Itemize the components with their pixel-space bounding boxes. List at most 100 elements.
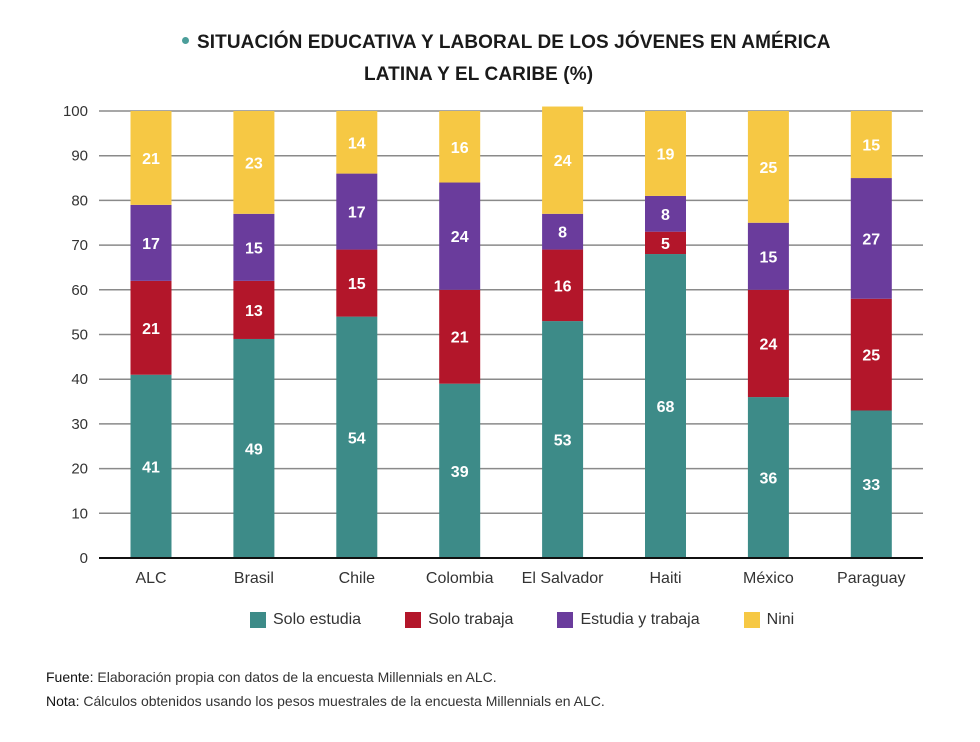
x-tick-label: Colombia	[426, 570, 494, 587]
data-label: 15	[245, 240, 263, 257]
bar-segment-solo-estudia	[542, 321, 584, 558]
legend-label: Solo estudia	[273, 611, 362, 628]
bar-segment-nini	[439, 111, 481, 183]
legend-item-nini: Nini	[743, 611, 795, 629]
legend-swatch-solo-estudia	[250, 612, 266, 628]
data-label: 24	[554, 153, 572, 170]
data-label: 27	[862, 231, 880, 248]
bar-segment-nini	[336, 111, 378, 174]
legend-swatch-nini	[743, 612, 760, 628]
data-label: 21	[142, 151, 160, 168]
y-tick-label: 80	[71, 192, 88, 209]
bar-segment-estudia-y-trabaja	[439, 182, 481, 290]
x-tick-label: Brasil	[234, 570, 274, 587]
data-label: 41	[142, 459, 160, 476]
data-label: 33	[862, 477, 880, 494]
data-label: 16	[451, 140, 469, 157]
legend-label: Nini	[766, 611, 795, 628]
bar-segment-nini	[645, 111, 686, 196]
bar-segment-estudia-y-trabaja	[747, 222, 789, 290]
data-label: 36	[760, 471, 778, 488]
y-tick-label: 50	[71, 327, 88, 344]
data-label: 23	[245, 155, 263, 172]
y-tick-label: 70	[71, 237, 88, 254]
bar-segment-solo-estudia	[233, 338, 275, 558]
y-tick-label: 10	[71, 505, 88, 522]
bar-segment-estudia-y-trabaja	[130, 204, 172, 281]
footnote-note: Nota: Cálculos obtenidos usando los peso…	[46, 693, 605, 709]
chart-title-text-1: SITUACIÓN EDUCATIVA Y LABORAL DE LOS JÓV…	[197, 32, 831, 53]
x-tick-label: Haiti	[649, 570, 681, 587]
note-text: Cálculos obtenidos usando los pesos mues…	[79, 693, 605, 709]
data-label: 54	[348, 430, 366, 447]
x-tick-label: Chile	[339, 570, 376, 587]
x-tick-label: El Salvador	[522, 570, 604, 587]
source-label: Fuente:	[46, 669, 94, 685]
bar-segment-estudia-y-trabaja	[850, 178, 892, 299]
bar-segment-solo-estudia	[747, 397, 789, 558]
bar-segment-nini	[130, 111, 172, 205]
data-label: 8	[661, 207, 670, 224]
chart-title-line-2: LATINA Y EL CARIBE (%)	[364, 64, 594, 85]
x-tick-label: México	[743, 570, 794, 587]
source-text: Elaboración propia con datos de la encue…	[93, 669, 497, 685]
bars: 41 21 17 21 49 13 15 23 54 15 17 14 39 21 24 16 53 16 8 24 6…	[130, 106, 892, 559]
data-label: 15	[862, 138, 880, 155]
bar-segment-solo-trabaja	[233, 280, 275, 339]
bar-stack: 54 15 17 14	[336, 111, 378, 558]
y-tick-label: 90	[71, 148, 88, 165]
bar-stack: 33 25 27 15	[850, 111, 892, 558]
gridlines	[99, 110, 923, 515]
y-axis-ticks: 0 10 20 30 40 50 60 70 80 90 100	[63, 103, 88, 567]
bar-segment-solo-trabaja	[130, 280, 172, 375]
data-label: 16	[554, 278, 572, 295]
y-tick-label: 60	[71, 282, 88, 299]
legend-swatch-solo-trabaja	[405, 612, 422, 628]
bar-segment-estudia-y-trabaja	[542, 213, 584, 250]
note-label: Nota:	[46, 693, 80, 709]
y-tick-label: 0	[80, 550, 88, 567]
data-label: 21	[451, 330, 469, 347]
bar-segment-nini	[542, 106, 584, 214]
data-label: 17	[142, 236, 160, 253]
data-label: 25	[862, 348, 880, 365]
bar-segment-nini	[233, 111, 275, 214]
y-tick-label: 40	[71, 371, 88, 388]
bar-segment-solo-trabaja	[439, 289, 481, 384]
data-label: 8	[558, 225, 567, 242]
legend-label: Estudia y trabaja	[580, 611, 700, 628]
legend: Solo estudia Solo trabaja Estudia y trab…	[250, 611, 838, 629]
bar-segment-solo-estudia	[439, 383, 481, 558]
data-label: 5	[661, 236, 670, 253]
bar-segment-solo-trabaja	[336, 249, 378, 317]
bar-segment-solo-estudia	[130, 374, 172, 558]
legend-swatch-estudia-y-trabaja	[557, 612, 574, 628]
y-tick-label: 20	[71, 461, 88, 478]
bar-segment-estudia-y-trabaja	[233, 213, 275, 281]
y-tick-label: 100	[63, 103, 88, 120]
bar-segment-solo-estudia	[336, 316, 378, 558]
bar-stack: 68 5 8 19	[645, 111, 686, 559]
data-label: 24	[760, 336, 778, 353]
bar-stack: 41 21 17 21	[130, 111, 172, 558]
data-label: 53	[554, 433, 572, 450]
bullet-icon	[182, 37, 189, 45]
bar-stack: 39 21 24 16	[439, 111, 481, 558]
bar-stack: 49 13 15 23	[233, 111, 275, 558]
y-tick-label: 30	[71, 416, 88, 433]
x-axis-labels: ALC Brasil Chile Colombia El Salvador Haiti Mé…	[135, 570, 905, 587]
bar-segment-nini	[850, 111, 892, 179]
bar-segment-estudia-y-trabaja	[645, 195, 686, 232]
data-label: 15	[760, 249, 778, 266]
bar-segment-solo-trabaja	[747, 289, 789, 398]
data-label: 39	[451, 464, 469, 481]
bar-segment-solo-trabaja	[850, 298, 892, 411]
bar-segment-solo-trabaja	[542, 249, 584, 322]
bar-segment-solo-estudia	[645, 254, 686, 559]
legend-item-solo-estudia: Solo estudia	[250, 611, 361, 629]
data-label: 17	[348, 205, 366, 222]
data-label: 68	[657, 399, 675, 416]
data-label: 24	[451, 229, 469, 246]
legend-label: Solo trabaja	[428, 611, 514, 628]
data-label: 49	[245, 441, 263, 458]
